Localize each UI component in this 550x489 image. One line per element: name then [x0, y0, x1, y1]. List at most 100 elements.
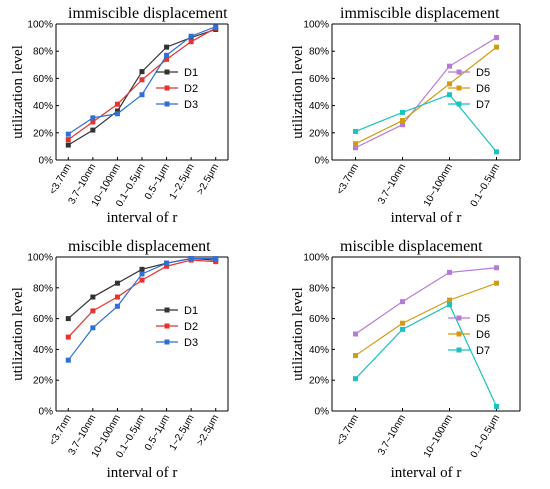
series-D3 — [65, 256, 219, 363]
data-point — [447, 269, 452, 275]
data-point — [353, 141, 358, 147]
legend-marker — [164, 307, 170, 313]
data-point — [139, 69, 145, 75]
y-tick-label: 0% — [315, 156, 330, 167]
legend-label: D5 — [476, 67, 490, 79]
series-D7 — [353, 302, 499, 409]
y-tick-label: 20% — [309, 376, 329, 387]
y-axis-label: utilization level — [10, 287, 26, 381]
y-tick-label: 60% — [33, 314, 53, 325]
legend-marker — [456, 331, 462, 337]
y-tick-label: 60% — [309, 74, 329, 85]
data-point — [494, 280, 499, 286]
x-tick-label: <3.7nm — [48, 413, 74, 448]
chart-title: immiscible displacement — [340, 5, 500, 22]
data-point — [213, 256, 219, 262]
x-tick-label: <3.7nm — [335, 413, 361, 448]
data-point — [114, 111, 120, 117]
data-point — [65, 357, 71, 363]
data-point — [65, 316, 71, 322]
x-tick-label: >2.5μm — [195, 162, 221, 197]
y-tick-label: 100% — [303, 253, 329, 264]
chart-title: miscible displacement — [340, 238, 483, 255]
legend-label: D1 — [184, 305, 198, 317]
series-line — [355, 282, 497, 357]
series-D2 — [65, 25, 219, 143]
legend-marker — [456, 101, 462, 107]
data-point — [494, 35, 499, 41]
series-D5 — [353, 265, 499, 337]
legend-label: D7 — [476, 345, 490, 357]
data-point — [114, 108, 120, 114]
series-line — [355, 267, 497, 335]
legend-label: D5 — [476, 313, 490, 325]
data-point — [65, 142, 71, 148]
y-tick-label: 40% — [33, 101, 53, 112]
legend-label: D7 — [476, 99, 490, 111]
data-point — [447, 297, 452, 303]
y-tick-label: 0% — [39, 407, 54, 418]
data-point — [114, 303, 120, 309]
legend-marker — [456, 347, 462, 353]
data-point — [90, 127, 96, 133]
legend-marker — [164, 101, 170, 107]
data-point — [114, 294, 120, 300]
data-point — [353, 353, 358, 359]
data-point — [114, 280, 120, 286]
series-line — [355, 46, 497, 145]
data-point — [164, 56, 170, 62]
data-point — [139, 266, 145, 272]
y-tick-label: 80% — [33, 47, 53, 58]
data-point — [90, 294, 96, 300]
x-tick-label: 3.7~10nm — [376, 413, 408, 457]
y-tick-label: 100% — [303, 20, 329, 31]
x-axis-label: interval of r — [107, 465, 178, 481]
y-axis-label: utilization level — [10, 45, 26, 139]
legend-label: D6 — [476, 329, 490, 341]
data-point — [139, 271, 145, 277]
data-point — [447, 302, 452, 308]
legend-label: D3 — [184, 99, 198, 111]
data-point — [494, 149, 499, 155]
y-tick-label: 40% — [33, 345, 53, 356]
data-point — [447, 63, 452, 69]
x-tick-label: 10~100nm — [422, 413, 455, 460]
data-point — [65, 334, 71, 340]
chart-panel-4: 0% 20% 40% 60% 80% 100% <3.7nm 3.7~10nm 10~100nm… — [290, 238, 521, 481]
x-tick-label: 10~100nm — [422, 162, 455, 209]
legend-label: D1 — [184, 67, 198, 79]
data-point — [188, 33, 194, 39]
data-point — [400, 118, 405, 124]
data-point — [139, 277, 145, 283]
data-point — [65, 131, 71, 137]
data-point — [164, 260, 170, 266]
x-axis-label: interval of r — [391, 465, 462, 481]
data-point — [213, 259, 219, 265]
legend-label: D2 — [184, 83, 198, 95]
data-point — [447, 81, 452, 87]
y-tick-label: 20% — [33, 128, 53, 139]
data-point — [65, 137, 71, 143]
y-tick-label: 40% — [309, 101, 329, 112]
x-tick-label: >2.5μm — [195, 413, 221, 448]
data-point — [164, 44, 170, 50]
legend: D1 D2 D3 — [156, 67, 198, 111]
data-point — [353, 331, 358, 337]
series-line — [355, 37, 497, 149]
y-tick-label: 60% — [309, 314, 329, 325]
y-axis-label: utilization level — [290, 287, 306, 381]
data-point — [188, 39, 194, 45]
data-point — [114, 101, 120, 107]
data-point — [90, 115, 96, 121]
series-D6 — [353, 280, 499, 359]
series-D6 — [353, 44, 499, 147]
x-tick-label: 0.1~0.5μm — [469, 413, 502, 460]
legend: D5 D6 D7 — [448, 313, 490, 357]
data-point — [90, 119, 96, 125]
data-point — [164, 263, 170, 269]
x-tick-label: 0.1~0.5μm — [469, 162, 502, 209]
data-point — [400, 122, 405, 128]
data-point — [164, 52, 170, 58]
data-point — [494, 44, 499, 50]
